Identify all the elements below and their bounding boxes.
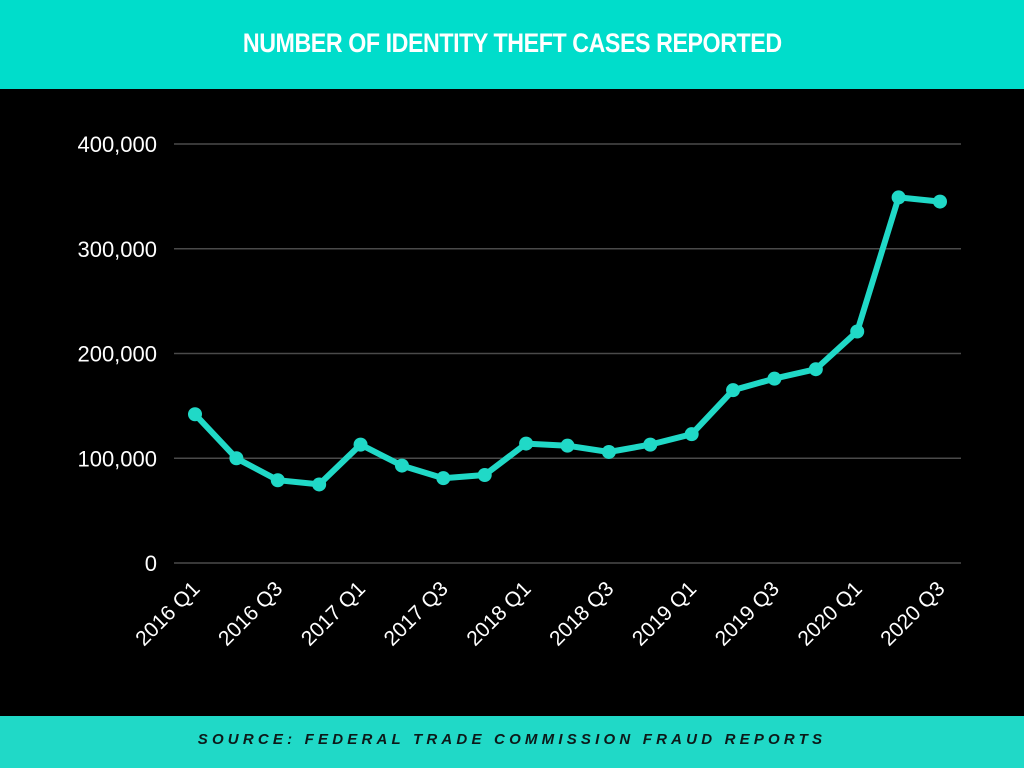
x-tick-label: 2019 Q3 bbox=[711, 577, 784, 650]
data-point bbox=[560, 438, 575, 453]
data-point bbox=[808, 362, 823, 377]
y-tick-label: 100,000 bbox=[77, 446, 157, 471]
data-point bbox=[601, 444, 616, 459]
x-tick-label: 2019 Q1 bbox=[628, 577, 701, 650]
x-tick-label: 2017 Q1 bbox=[297, 577, 370, 650]
data-point bbox=[891, 190, 906, 205]
source-note: SOURCE: FEDERAL TRADE COMMISSION FRAUD R… bbox=[197, 730, 827, 748]
data-point bbox=[850, 324, 865, 339]
x-tick-label: 2020 Q3 bbox=[876, 577, 949, 650]
data-point bbox=[477, 468, 492, 483]
x-tick-label: 2018 Q3 bbox=[545, 577, 618, 650]
data-point bbox=[270, 473, 285, 488]
gridlines bbox=[174, 143, 961, 564]
data-point bbox=[726, 383, 741, 398]
data-point bbox=[188, 407, 202, 422]
data-series bbox=[188, 190, 947, 492]
x-tick-label: 2020 Q1 bbox=[794, 577, 867, 650]
data-point bbox=[229, 451, 244, 466]
data-point bbox=[394, 458, 409, 473]
y-axis-labels: 0 100,000 200,000 300,000 400,000 bbox=[77, 132, 157, 576]
x-tick-label: 2017 Q3 bbox=[380, 577, 453, 650]
data-point bbox=[312, 477, 327, 492]
chart-header: NUMBER OF IDENTITY THEFT CASES REPORTED bbox=[0, 0, 1024, 89]
y-tick-label: 0 bbox=[145, 551, 157, 576]
data-point bbox=[684, 427, 699, 442]
chart-area: 0 100,000 200,000 300,000 400,000 2016 Q1 201… bbox=[0, 89, 1024, 716]
data-point bbox=[519, 436, 534, 451]
x-tick-label: 2018 Q1 bbox=[462, 577, 535, 650]
x-axis-labels: 2016 Q1 2016 Q3 2017 Q1 2017 Q3 2018 Q1 2018 … bbox=[131, 577, 949, 650]
data-point bbox=[436, 471, 451, 486]
data-point bbox=[933, 194, 947, 209]
data-point bbox=[767, 371, 782, 386]
chart-title: NUMBER OF IDENTITY THEFT CASES REPORTED bbox=[242, 28, 782, 58]
x-tick-label: 2016 Q3 bbox=[214, 577, 287, 650]
y-tick-label: 300,000 bbox=[77, 237, 157, 262]
x-tick-label: 2016 Q1 bbox=[131, 577, 204, 650]
y-tick-label: 200,000 bbox=[77, 342, 157, 367]
y-tick-label: 400,000 bbox=[77, 132, 157, 157]
chart-footer: SOURCE: FEDERAL TRADE COMMISSION FRAUD R… bbox=[0, 716, 1024, 768]
data-point bbox=[643, 437, 658, 452]
data-point bbox=[353, 437, 368, 452]
